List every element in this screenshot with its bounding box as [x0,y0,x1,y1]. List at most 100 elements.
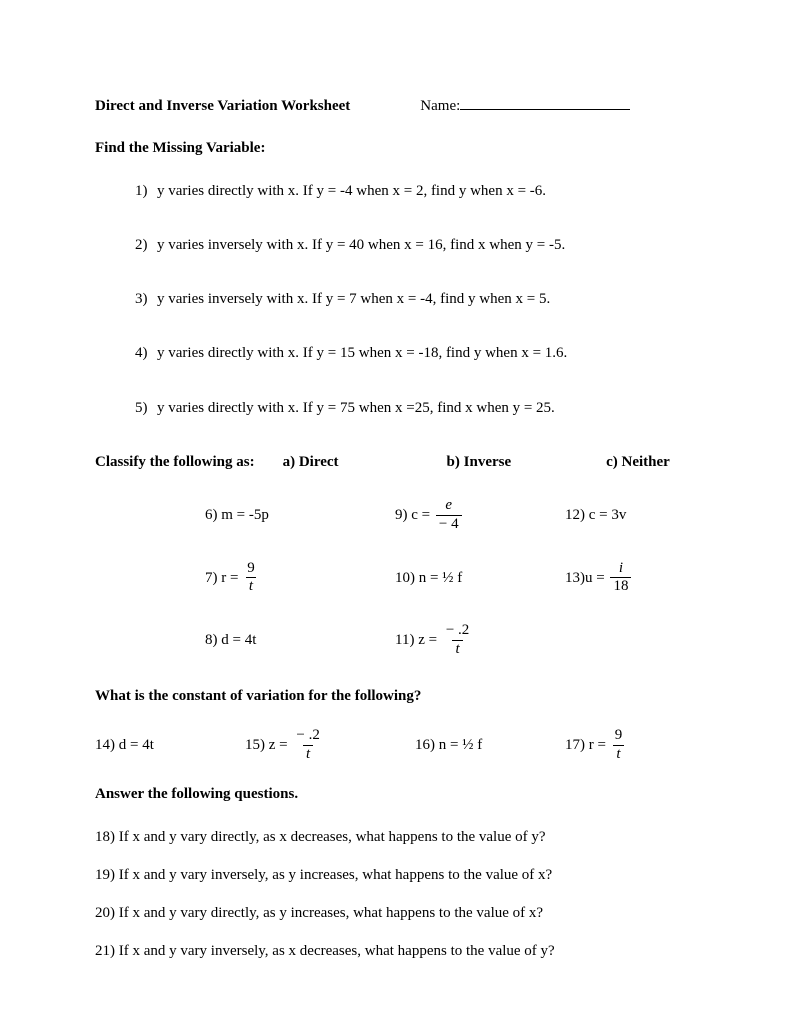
equation: n = ½ f [439,735,482,755]
fraction: − .2t [293,728,322,763]
problem-number: 20) [95,905,115,921]
problem-21: 21) If x and y vary inversely, as x decr… [95,941,696,961]
problem-8: 8) d = 4t [205,630,395,650]
problem-number: 13) [565,568,585,588]
problem-17: 17) r = 9t [565,728,627,763]
classify-row-2: 7) r = 9t 10) n = ½ f 13) u = i18 [205,561,696,596]
problem-text: If x and y vary inversely, as y increase… [119,867,552,883]
option-a: a) Direct [283,452,339,472]
equation: c = 3v [589,505,627,525]
problem-number: 18) [95,829,115,845]
problem-number: 3) [135,289,157,309]
equation: d = 4t [119,735,154,755]
section1-list: 1)y varies directly with x. If y = -4 wh… [95,181,696,418]
section3-heading: What is the constant of variation for th… [95,686,696,706]
problem-16: 16) n = ½ f [415,735,565,755]
classify-row-1: 6) m = -5p 9) c = e− 4 12) c = 3v [205,498,696,533]
problem-text: If x and y vary inversely, as x decrease… [119,943,555,959]
section4-heading: Answer the following questions. [95,784,696,804]
section2-heading: Classify the following as: [95,452,255,472]
problem-number: 6) [205,505,218,525]
worksheet-title: Direct and Inverse Variation Worksheet [95,96,350,116]
problem-number: 9) [395,505,408,525]
problem-18: 18) If x and y vary directly, as x decre… [95,827,696,847]
denominator: 18 [610,577,631,595]
fraction: i18 [610,561,631,596]
problem-10: 10) n = ½ f [395,568,565,588]
denominator: t [246,577,256,595]
problem-number: 16) [415,735,435,755]
problem-text: If x and y vary directly, as y increases… [119,905,543,921]
section4-list: 18) If x and y vary directly, as x decre… [95,827,696,962]
problem-6: 6) m = -5p [205,505,395,525]
name-blank-line[interactable] [460,95,630,110]
fraction: 9t [244,561,258,596]
problem-number: 21) [95,943,115,959]
problem-5: 5)y varies directly with x. If y = 75 wh… [135,398,696,418]
section2-heading-row: Classify the following as: a) Direct b) … [95,452,696,472]
denominator: t [613,745,623,763]
problem-number: 15) [245,735,265,755]
problem-14: 14) d = 4t [95,735,245,755]
problem-number: 10) [395,568,415,588]
problem-number: 5) [135,398,157,418]
equation-lhs: z = [418,630,437,650]
numerator: − .2 [443,623,472,640]
problem-9: 9) c = e− 4 [395,498,565,533]
classify-row-3: 8) d = 4t 11) z = − .2t [205,623,696,658]
problem-text: y varies directly with x. If y = 75 when… [157,400,555,416]
problem-number: 4) [135,343,157,363]
problem-number: 2) [135,235,157,255]
problem-13: 13) u = i18 [565,561,633,596]
header: Direct and Inverse Variation Worksheet N… [95,95,696,116]
problem-1: 1)y varies directly with x. If y = -4 wh… [135,181,696,201]
problem-number: 14) [95,735,115,755]
name-label: Name: [420,96,460,116]
problem-number: 12) [565,505,585,525]
option-b: b) Inverse [447,452,512,472]
constant-row: 14) d = 4t 15) z = − .2t 16) n = ½ f 17)… [95,728,696,763]
denominator: t [303,745,313,763]
numerator: − .2 [293,728,322,745]
fraction: e− 4 [436,498,462,533]
problem-text: y varies directly with x. If y = -4 when… [157,183,546,199]
problem-4: 4)y varies directly with x. If y = 15 wh… [135,343,696,363]
equation-lhs: r = [221,568,238,588]
problem-11: 11) z = − .2t [395,623,565,658]
fraction: 9t [612,728,626,763]
problem-number: 8) [205,630,218,650]
problem-number: 19) [95,867,115,883]
problem-15: 15) z = − .2t [245,728,415,763]
fraction: − .2t [443,623,472,658]
problem-19: 19) If x and y vary inversely, as y incr… [95,865,696,885]
numerator: e [442,498,455,515]
option-c: c) Neither [606,452,670,472]
problem-number: 17) [565,735,585,755]
problem-number: 1) [135,181,157,201]
equation-lhs: r = [589,735,606,755]
equation-lhs: z = [269,735,288,755]
denominator: − 4 [436,515,462,533]
problem-text: y varies directly with x. If y = 15 when… [157,345,567,361]
denominator: t [452,640,462,658]
classify-grid: 6) m = -5p 9) c = e− 4 12) c = 3v 7) r =… [95,498,696,658]
equation-lhs: c = [411,505,430,525]
problem-number: 7) [205,568,218,588]
problem-7: 7) r = 9t [205,561,395,596]
numerator: 9 [244,561,258,578]
problem-text: y varies inversely with x. If y = 40 whe… [157,237,565,253]
numerator: i [616,561,626,578]
problem-text: If x and y vary directly, as x decreases… [119,829,546,845]
section1-heading: Find the Missing Variable: [95,138,696,158]
equation: m = -5p [221,505,269,525]
numerator: 9 [612,728,626,745]
equation: n = ½ f [419,568,462,588]
problem-number: 11) [395,630,414,650]
problem-text: y varies inversely with x. If y = 7 when… [157,291,550,307]
problem-2: 2)y varies inversely with x. If y = 40 w… [135,235,696,255]
problem-12: 12) c = 3v [565,505,626,525]
problem-3: 3)y varies inversely with x. If y = 7 wh… [135,289,696,309]
problem-20: 20) If x and y vary directly, as y incre… [95,903,696,923]
equation: d = 4t [221,630,256,650]
equation-lhs: u = [585,568,605,588]
